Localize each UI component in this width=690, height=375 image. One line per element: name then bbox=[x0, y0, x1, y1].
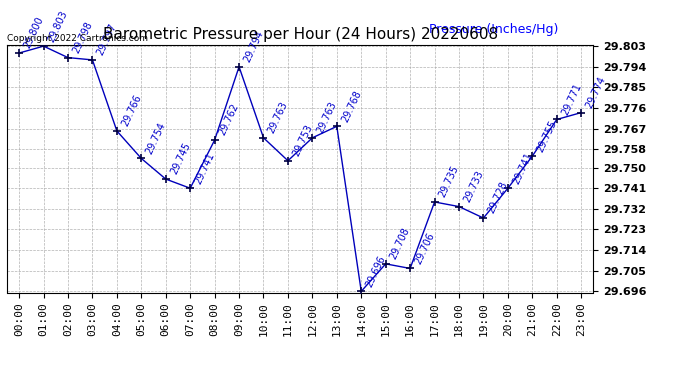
Text: Copyright 2022 Cartronics.com: Copyright 2022 Cartronics.com bbox=[7, 33, 148, 42]
Text: 29.755: 29.755 bbox=[535, 118, 559, 153]
Text: 29.766: 29.766 bbox=[119, 93, 143, 128]
Text: 29.797: 29.797 bbox=[95, 22, 119, 57]
Text: 29.794: 29.794 bbox=[241, 29, 265, 64]
Text: 29.708: 29.708 bbox=[388, 226, 412, 261]
Text: 29.696: 29.696 bbox=[364, 254, 387, 289]
Text: 29.754: 29.754 bbox=[144, 121, 168, 156]
Text: Pressure (Inches/Hg): Pressure (Inches/Hg) bbox=[429, 23, 558, 36]
Text: 29.741: 29.741 bbox=[511, 150, 534, 186]
Text: 29.763: 29.763 bbox=[315, 100, 339, 135]
Text: 29.774: 29.774 bbox=[584, 75, 607, 110]
Text: 29.745: 29.745 bbox=[168, 141, 192, 176]
Text: 29.803: 29.803 bbox=[46, 9, 70, 44]
Text: 29.771: 29.771 bbox=[560, 82, 583, 117]
Text: 29.768: 29.768 bbox=[339, 88, 363, 124]
Title: Barometric Pressure per Hour (24 Hours) 20220608: Barometric Pressure per Hour (24 Hours) … bbox=[103, 27, 497, 42]
Text: 29.800: 29.800 bbox=[22, 15, 46, 50]
Text: 29.706: 29.706 bbox=[413, 231, 436, 266]
Text: 29.735: 29.735 bbox=[437, 164, 461, 199]
Text: 29.753: 29.753 bbox=[290, 123, 314, 158]
Text: 29.798: 29.798 bbox=[71, 20, 94, 55]
Text: 29.762: 29.762 bbox=[217, 102, 241, 137]
Text: 29.728: 29.728 bbox=[486, 180, 510, 215]
Text: 29.733: 29.733 bbox=[462, 169, 485, 204]
Text: 29.763: 29.763 bbox=[266, 100, 290, 135]
Text: 29.741: 29.741 bbox=[193, 150, 217, 186]
